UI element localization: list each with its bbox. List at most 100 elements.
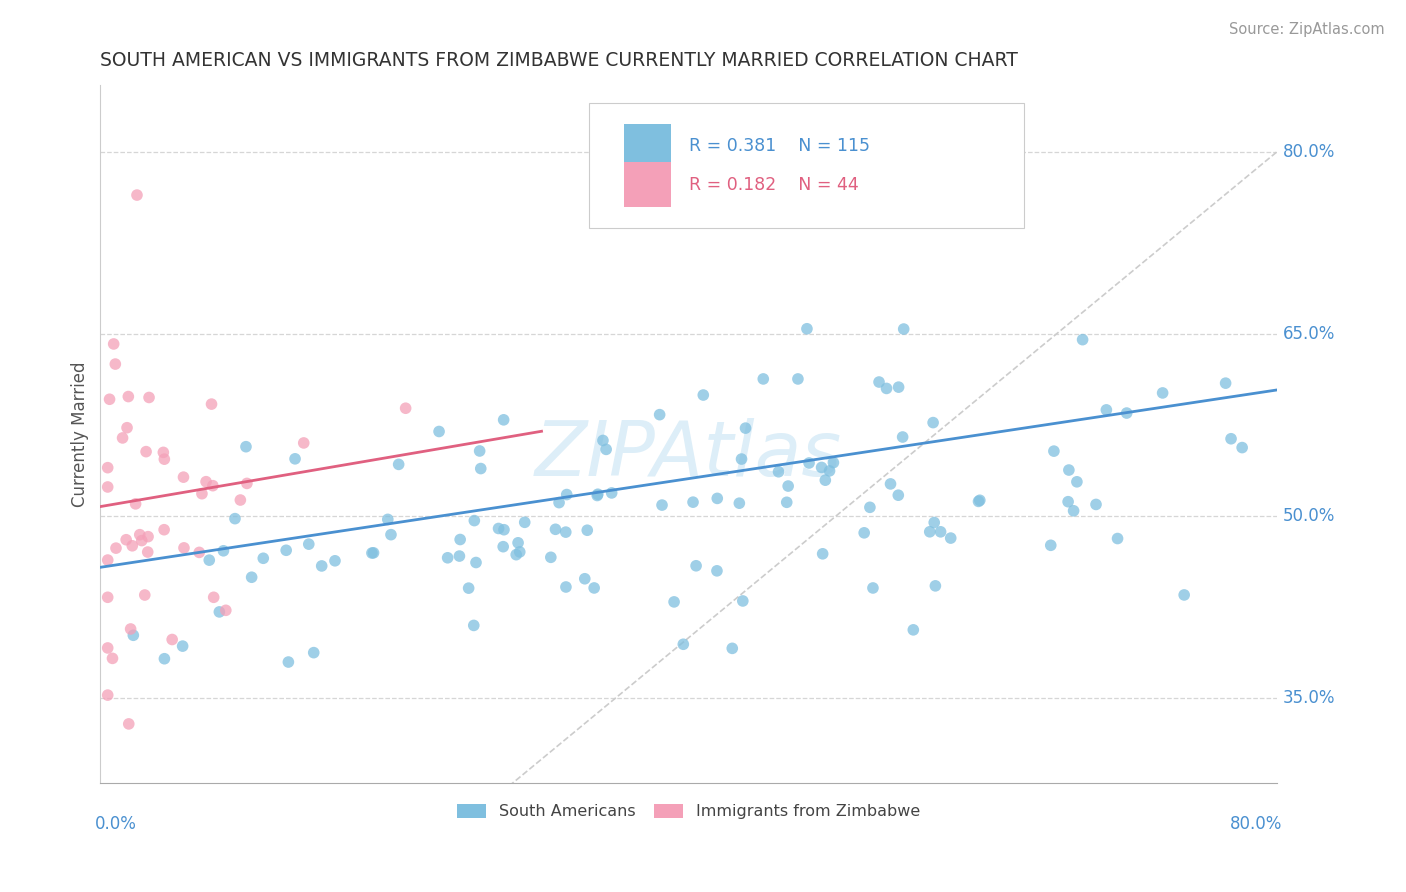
Point [922, 416, 945, 430]
Text: 65.0%: 65.0% [1282, 325, 1336, 343]
Point [1115, 406, 1137, 420]
Point [574, 572, 596, 586]
Point [380, 527, 402, 541]
Point [468, 444, 491, 458]
Point [1152, 386, 1174, 401]
Point [215, 603, 238, 617]
Point [104, 541, 127, 555]
Point [685, 558, 707, 573]
Point [97, 553, 120, 567]
Point [1173, 588, 1195, 602]
Point [818, 464, 841, 478]
Point [891, 430, 914, 444]
Point [924, 579, 946, 593]
Point [576, 523, 599, 537]
Point [583, 581, 606, 595]
Point [600, 486, 623, 500]
Point [172, 639, 194, 653]
Point [276, 543, 298, 558]
Point [298, 537, 321, 551]
Point [492, 523, 515, 537]
Point [449, 549, 471, 563]
Point [887, 488, 910, 502]
Point [1107, 532, 1129, 546]
Point [153, 452, 176, 467]
Point [893, 322, 915, 336]
Point [1043, 444, 1066, 458]
Text: ZIPAtlas: ZIPAtlas [536, 418, 842, 492]
Point [555, 487, 578, 501]
Point [457, 581, 479, 595]
Point [592, 434, 614, 448]
Point [236, 476, 259, 491]
Point [449, 533, 471, 547]
Point [939, 531, 962, 545]
Point [118, 717, 141, 731]
Point [682, 495, 704, 509]
Point [363, 546, 385, 560]
Point [240, 570, 263, 584]
Point [101, 651, 124, 665]
Point [1230, 441, 1253, 455]
Text: 80.0%: 80.0% [1230, 815, 1282, 833]
Point [540, 550, 562, 565]
FancyBboxPatch shape [624, 123, 671, 169]
Point [153, 523, 176, 537]
Legend: South Americans, Immigrants from Zimbabwe: South Americans, Immigrants from Zimbabw… [451, 797, 927, 826]
Point [787, 372, 810, 386]
Point [505, 548, 527, 562]
Point [513, 516, 536, 530]
Point [200, 397, 222, 411]
Point [554, 525, 576, 540]
Point [823, 456, 845, 470]
Point [103, 337, 125, 351]
Point [115, 533, 138, 547]
Point [887, 380, 910, 394]
Point [651, 498, 673, 512]
Point [929, 524, 952, 539]
Point [115, 421, 138, 435]
Point [128, 527, 150, 541]
Text: R = 0.182    N = 44: R = 0.182 N = 44 [689, 176, 858, 194]
Point [1220, 432, 1243, 446]
Point [388, 458, 411, 472]
Point [111, 431, 134, 445]
Point [544, 522, 567, 536]
FancyBboxPatch shape [624, 162, 671, 207]
Point [1095, 403, 1118, 417]
Point [463, 618, 485, 632]
Point [1063, 504, 1085, 518]
Point [195, 475, 218, 489]
Text: SOUTH AMERICAN VS IMMIGRANTS FROM ZIMBABWE CURRENTLY MARRIED CORRELATION CHART: SOUTH AMERICAN VS IMMIGRANTS FROM ZIMBAB… [100, 51, 1018, 70]
Point [153, 651, 176, 665]
FancyBboxPatch shape [589, 103, 1024, 228]
Point [548, 495, 571, 509]
Point [1039, 538, 1062, 552]
Point [506, 536, 529, 550]
Point [160, 632, 183, 647]
Point [292, 436, 315, 450]
Point [117, 390, 139, 404]
Point [778, 479, 800, 493]
Point [967, 494, 990, 508]
Point [692, 388, 714, 402]
Point [131, 533, 153, 548]
Point [97, 480, 120, 494]
Text: 50.0%: 50.0% [1282, 508, 1336, 525]
Point [284, 451, 307, 466]
Point [586, 488, 609, 502]
Text: Source: ZipAtlas.com: Source: ZipAtlas.com [1229, 22, 1385, 37]
Point [814, 473, 837, 487]
Point [395, 401, 418, 416]
Point [138, 391, 160, 405]
Point [728, 496, 751, 510]
Point [311, 558, 333, 573]
Point [509, 545, 531, 559]
Point [662, 595, 685, 609]
Point [903, 623, 925, 637]
Point [810, 460, 832, 475]
Point [201, 478, 224, 492]
Point [136, 530, 159, 544]
Point [135, 444, 157, 458]
Point [136, 545, 159, 559]
